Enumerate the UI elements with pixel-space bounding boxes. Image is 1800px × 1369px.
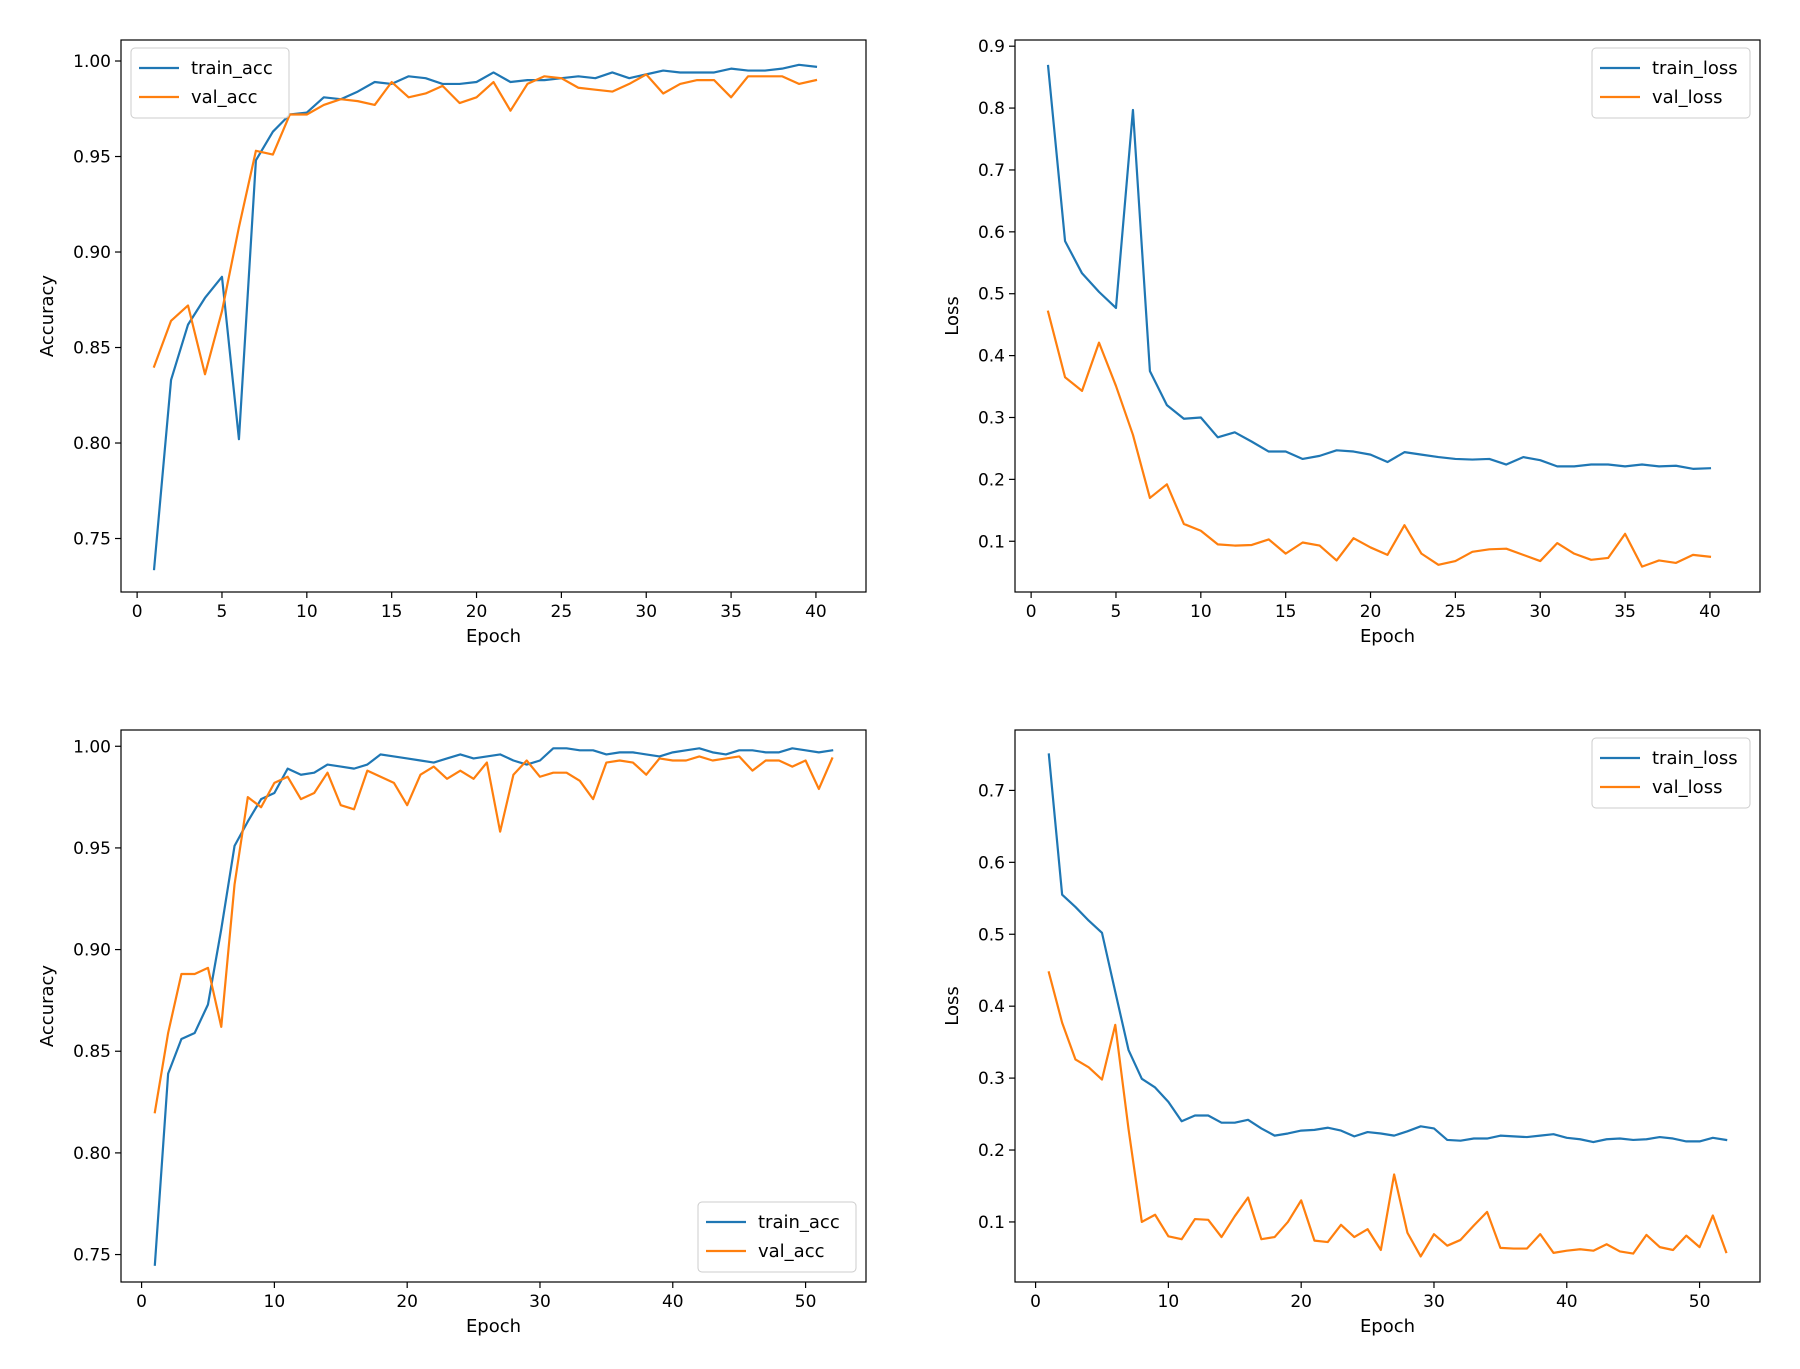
x-tick-label: 50 [795, 1292, 817, 1312]
x-tick-label: 40 [1699, 602, 1721, 622]
x-tick-label: 30 [635, 602, 657, 622]
x-tick-label: 25 [551, 602, 573, 622]
y-tick-label: 0.95 [73, 839, 111, 859]
x-tick-label: 15 [381, 602, 403, 622]
x-tick-label: 10 [1158, 1292, 1180, 1312]
x-tick-label: 0 [1030, 1292, 1041, 1312]
legend-label-train_acc: train_acc [758, 1212, 840, 1233]
y-axis-title: Loss [942, 296, 963, 335]
legend-box [1591, 737, 1751, 809]
x-axis-title: Epoch [466, 626, 521, 647]
x-tick-label: 10 [296, 602, 318, 622]
x-tick-label: 5 [217, 602, 228, 622]
x-tick-label: 40 [805, 602, 827, 622]
y-axis-title: Loss [942, 986, 963, 1025]
y-tick-label: 0.85 [73, 1042, 111, 1062]
legend-label-val_loss: val_loss [1652, 87, 1722, 108]
y-tick-label: 0.5 [978, 925, 1005, 945]
y-tick-label: 0.5 [978, 285, 1005, 305]
x-tick-label: 5 [1111, 602, 1122, 622]
x-tick-label: 0 [132, 602, 143, 622]
x-tick-label: 15 [1275, 602, 1297, 622]
y-tick-label: 0.6 [978, 223, 1005, 243]
x-tick-label: 25 [1445, 602, 1467, 622]
legend-label-val_acc: val_acc [758, 1241, 825, 1262]
y-axis-title: Accuracy [37, 275, 58, 358]
x-axis-title: Epoch [1360, 1316, 1415, 1337]
chart-4: 0 10 20 30 40 50 0.1 0.2 0.3 0.4 0.5 0.6 0.7 Epoch Los… [942, 729, 1761, 1337]
x-tick-label: 40 [1556, 1292, 1578, 1312]
legend: train_loss val_loss [1591, 47, 1751, 119]
x-tick-label: 35 [720, 602, 742, 622]
x-tick-label: 30 [1423, 1292, 1445, 1312]
legend-label-train_loss: train_loss [1652, 58, 1738, 79]
chart-3: 0 10 20 30 40 50 0.75 0.80 0.85 0.90 0.95 1.00 Epoch… [37, 729, 867, 1337]
y-tick-label: 0.95 [73, 148, 111, 168]
x-tick-label: 30 [1529, 602, 1551, 622]
series-line-val_loss [1046, 310, 1712, 568]
series-line-val_acc [152, 73, 818, 376]
x-tick-label: 10 [264, 1292, 286, 1312]
series-line-val_loss [1047, 971, 1728, 1258]
y-tick-label: 0.1 [978, 532, 1005, 552]
y-tick-label: 0.2 [978, 1141, 1005, 1161]
legend: train_loss val_loss [1591, 737, 1751, 809]
y-tick-label: 0.4 [978, 347, 1005, 367]
y-tick-label: 0.2 [978, 470, 1005, 490]
legend-label-train_acc: train_acc [191, 58, 273, 79]
y-tick-label: 0.90 [73, 941, 111, 961]
y-tick-label: 1.00 [73, 52, 111, 72]
series-line-val_acc [153, 755, 834, 1114]
legend-box [697, 1201, 857, 1273]
y-tick-label: 0.3 [978, 1069, 1005, 1089]
x-tick-label: 30 [529, 1292, 551, 1312]
x-axis-title: Epoch [466, 1316, 521, 1337]
y-tick-label: 0.3 [978, 408, 1005, 428]
legend-box [130, 47, 290, 119]
y-tick-label: 0.7 [978, 161, 1005, 181]
y-tick-label: 0.75 [73, 1246, 111, 1266]
y-tick-label: 0.75 [73, 530, 111, 550]
x-tick-label: 10 [1190, 602, 1212, 622]
x-tick-label: 20 [466, 602, 488, 622]
legend-label-train_loss: train_loss [1652, 748, 1738, 769]
y-tick-label: 0.8 [978, 99, 1005, 119]
y-tick-label: 0.80 [73, 434, 111, 454]
x-tick-label: 0 [1026, 602, 1037, 622]
x-tick-label: 40 [662, 1292, 684, 1312]
series-line-train_loss [1046, 64, 1712, 470]
legend: train_acc val_acc [130, 47, 290, 119]
axes-frame [1014, 39, 1761, 593]
y-tick-label: 0.9 [978, 37, 1005, 57]
legend-label-val_loss: val_loss [1652, 777, 1722, 798]
y-tick-label: 0.6 [978, 853, 1005, 873]
x-axis-title: Epoch [1360, 626, 1415, 647]
axes-frame [120, 729, 867, 1283]
x-tick-label: 35 [1614, 602, 1636, 622]
y-tick-label: 0.90 [73, 243, 111, 263]
series-line-train_loss [1047, 753, 1728, 1144]
legend: train_acc val_acc [697, 1201, 857, 1273]
legend-label-val_acc: val_acc [191, 87, 258, 108]
y-tick-label: 0.7 [978, 781, 1005, 801]
y-tick-label: 0.80 [73, 1144, 111, 1164]
axes-frame [120, 39, 867, 593]
x-tick-label: 0 [136, 1292, 147, 1312]
x-tick-label: 50 [1689, 1292, 1711, 1312]
y-axis-title: Accuracy [37, 965, 58, 1048]
series-line-train_acc [152, 63, 818, 571]
x-tick-label: 20 [1360, 602, 1382, 622]
legend-box [1591, 47, 1751, 119]
y-tick-label: 0.4 [978, 997, 1005, 1017]
y-tick-label: 0.1 [978, 1213, 1005, 1233]
chart-2: 0 5 10 15 20 25 30 35 40 0.1 0.2 0.3 0.4 0.5 0.6 0.7 0.8… [942, 37, 1761, 647]
x-tick-label: 20 [1290, 1292, 1312, 1312]
chart-1: 0 5 10 15 20 25 30 35 40 0.75 0.80 0.85 0.90 0.95 1.00… [37, 39, 867, 647]
x-tick-label: 20 [396, 1292, 418, 1312]
y-tick-label: 0.85 [73, 339, 111, 359]
y-tick-label: 1.00 [73, 737, 111, 757]
